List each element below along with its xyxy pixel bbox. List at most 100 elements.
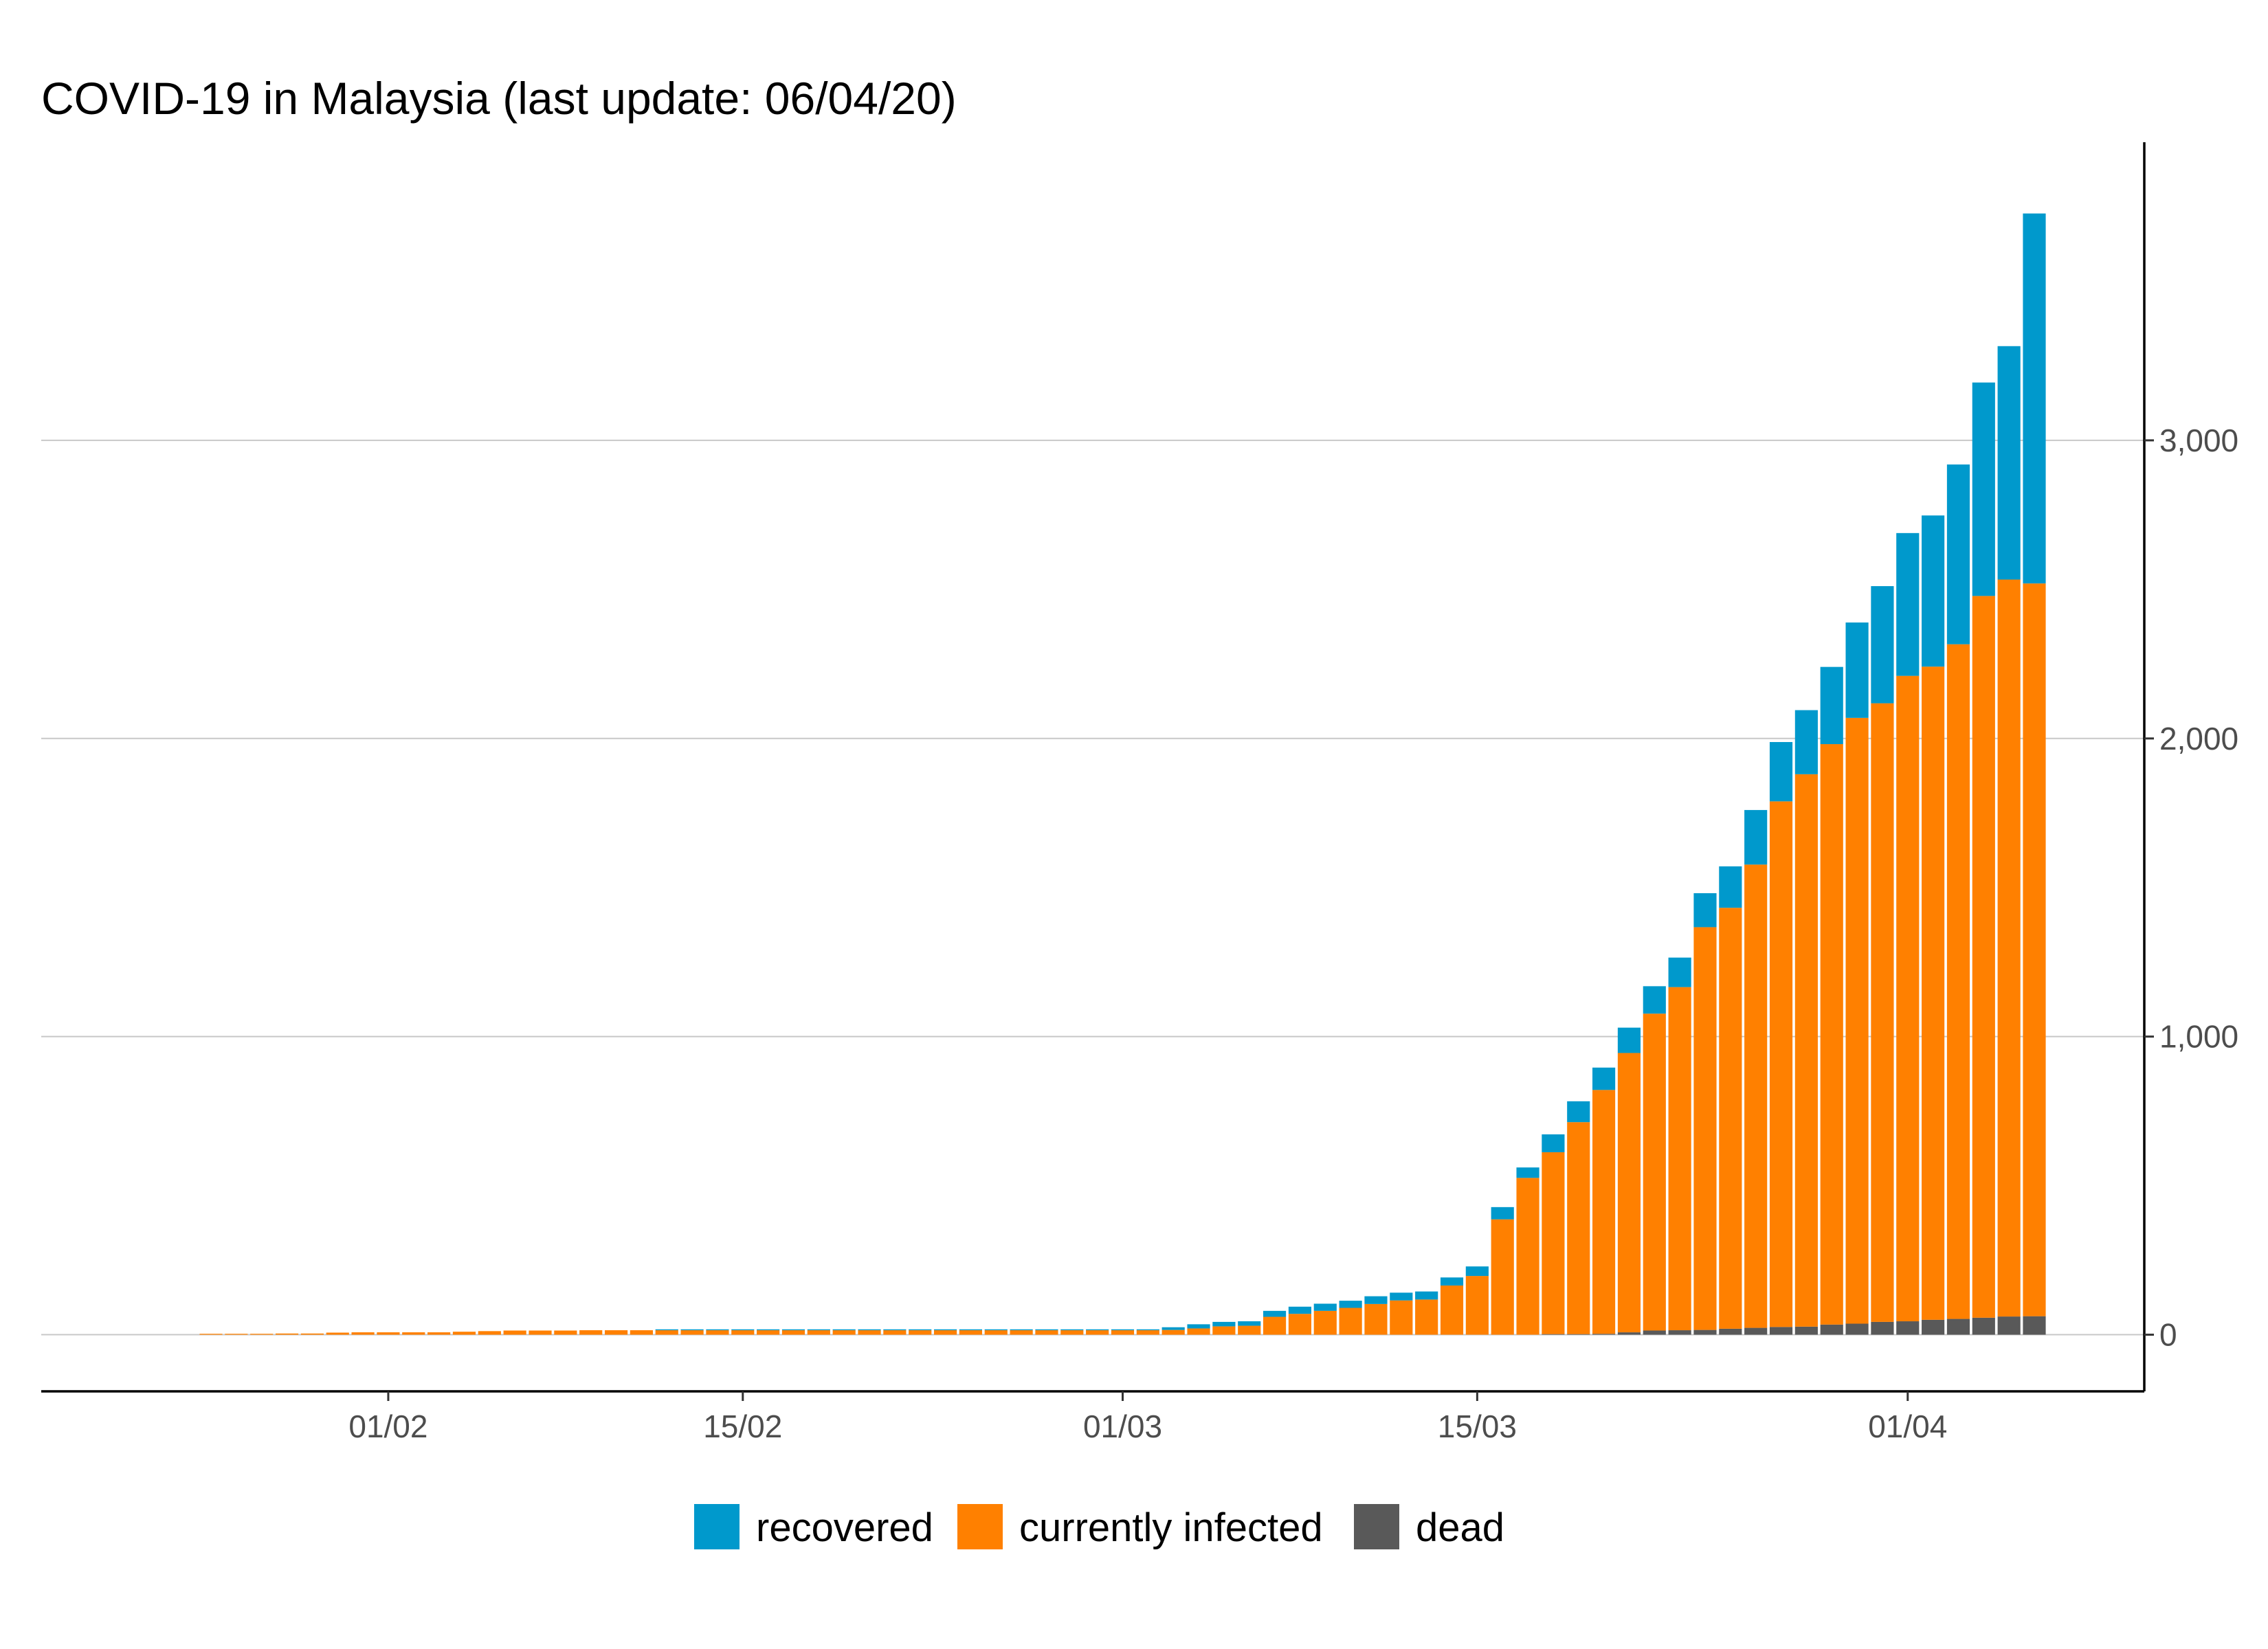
bar-currently-infected	[427, 1332, 451, 1335]
bar-recovered	[1440, 1277, 1464, 1286]
bar-currently-infected	[1794, 774, 1818, 1327]
bar-currently-infected	[858, 1330, 881, 1335]
bar-recovered	[1465, 1266, 1489, 1277]
bar-currently-infected	[781, 1330, 805, 1335]
bars	[199, 213, 2046, 1335]
bar-recovered	[1212, 1321, 1236, 1327]
bar-recovered	[1693, 893, 1717, 928]
bar-recovered	[1820, 666, 1843, 745]
bar-currently-infected	[883, 1330, 907, 1335]
bar-currently-infected	[2023, 583, 2046, 1316]
bar-currently-infected	[1946, 644, 1970, 1319]
y-tick-label: 3,000	[2159, 423, 2238, 458]
x-tick-label: 01/02	[348, 1409, 427, 1444]
bar-currently-infected	[1263, 1316, 1287, 1335]
bar-currently-infected	[1972, 596, 1995, 1318]
bar-dead	[1922, 1319, 1945, 1335]
bar-currently-infected	[604, 1330, 628, 1335]
bar-currently-infected	[1136, 1330, 1159, 1335]
bar-dead	[1719, 1328, 1742, 1335]
bar-recovered	[1769, 741, 1793, 802]
bar-currently-infected	[351, 1332, 375, 1335]
x-tick-label: 15/02	[703, 1409, 782, 1444]
bar-currently-infected	[1086, 1330, 1109, 1335]
bar-currently-infected	[377, 1332, 400, 1335]
bar-currently-infected	[452, 1332, 476, 1335]
x-tick-label: 01/03	[1083, 1409, 1162, 1444]
bar-dead	[1617, 1332, 1641, 1335]
bar-currently-infected	[1744, 864, 1768, 1328]
bar-currently-infected	[1364, 1303, 1388, 1335]
y-tick-label: 0	[2159, 1317, 2177, 1353]
bar-dead	[1972, 1317, 1995, 1335]
bar-dead	[1744, 1327, 1768, 1335]
bar-currently-infected	[1542, 1152, 1565, 1334]
bar-currently-infected	[1516, 1178, 1539, 1335]
bar-currently-infected	[832, 1330, 856, 1335]
bar-currently-infected	[1440, 1285, 1464, 1335]
bar-currently-infected	[757, 1330, 780, 1335]
bar-currently-infected	[933, 1330, 957, 1335]
bar-dead	[1820, 1324, 1843, 1335]
bar-currently-infected	[1997, 579, 2021, 1317]
bar-recovered	[1567, 1101, 1590, 1123]
bar-currently-infected	[1643, 1013, 1666, 1331]
y-tick-label: 1,000	[2159, 1019, 2238, 1055]
bar-currently-infected	[1845, 717, 1869, 1324]
x-tick-label: 15/03	[1438, 1409, 1517, 1444]
bar-dead	[1871, 1321, 1894, 1335]
bar-recovered	[1288, 1306, 1312, 1314]
bar-dead	[2023, 1316, 2046, 1335]
bar-recovered	[1516, 1167, 1539, 1178]
legend-label: dead	[1416, 1505, 1504, 1550]
bar-currently-infected	[554, 1330, 577, 1335]
bar-currently-infected	[579, 1330, 603, 1335]
bar-dead	[1643, 1330, 1666, 1335]
bar-recovered	[1871, 586, 1894, 704]
bar-currently-infected	[1415, 1299, 1438, 1335]
chart-title: COVID-19 in Malaysia (last update: 06/04…	[41, 73, 957, 124]
bar-currently-infected	[1212, 1326, 1236, 1335]
bar-recovered	[1187, 1324, 1210, 1329]
bar-recovered	[1896, 532, 1920, 676]
bar-recovered	[1794, 710, 1818, 774]
bar-currently-infected	[300, 1333, 324, 1335]
bar-currently-infected	[1060, 1330, 1084, 1335]
bar-currently-infected	[1871, 703, 1894, 1322]
bar-currently-infected	[1313, 1310, 1337, 1335]
bar-currently-infected	[1491, 1219, 1514, 1335]
bar-dead	[1896, 1321, 1920, 1335]
bar-currently-infected	[909, 1330, 932, 1335]
bar-currently-infected	[680, 1330, 704, 1335]
bar-recovered	[1238, 1321, 1261, 1326]
bar-recovered	[1592, 1067, 1616, 1090]
bar-currently-infected	[706, 1330, 729, 1335]
bar-recovered	[1643, 986, 1666, 1014]
legend-swatch	[694, 1504, 740, 1549]
bar-recovered	[1845, 622, 1869, 718]
legend-swatch	[957, 1504, 1003, 1549]
bar-dead	[1997, 1316, 2021, 1335]
bar-recovered	[1744, 809, 1768, 865]
bar-recovered	[1313, 1303, 1337, 1311]
bar-recovered	[1161, 1327, 1185, 1330]
bar-recovered	[1364, 1296, 1388, 1304]
bar-currently-infected	[807, 1330, 830, 1335]
bar-dead	[1794, 1326, 1818, 1335]
bar-currently-infected	[1111, 1330, 1135, 1335]
bar-currently-infected	[630, 1330, 653, 1335]
x-axis: 01/02 15/02 01/03 15/03 01/04	[348, 1391, 1947, 1444]
bar-currently-infected	[1896, 675, 1920, 1322]
bar-recovered	[1390, 1292, 1413, 1301]
bar-currently-infected	[1693, 927, 1717, 1330]
bar-currently-infected	[1035, 1330, 1058, 1335]
bar-recovered	[1719, 866, 1742, 908]
bar-currently-infected	[1187, 1328, 1210, 1335]
legend-label: currently infected	[1019, 1505, 1323, 1550]
bar-recovered	[1263, 1310, 1287, 1317]
bar-dead	[1567, 1334, 1590, 1335]
bar-recovered	[1946, 464, 1970, 644]
bar-currently-infected	[1592, 1090, 1616, 1334]
bar-currently-infected	[1820, 744, 1843, 1325]
